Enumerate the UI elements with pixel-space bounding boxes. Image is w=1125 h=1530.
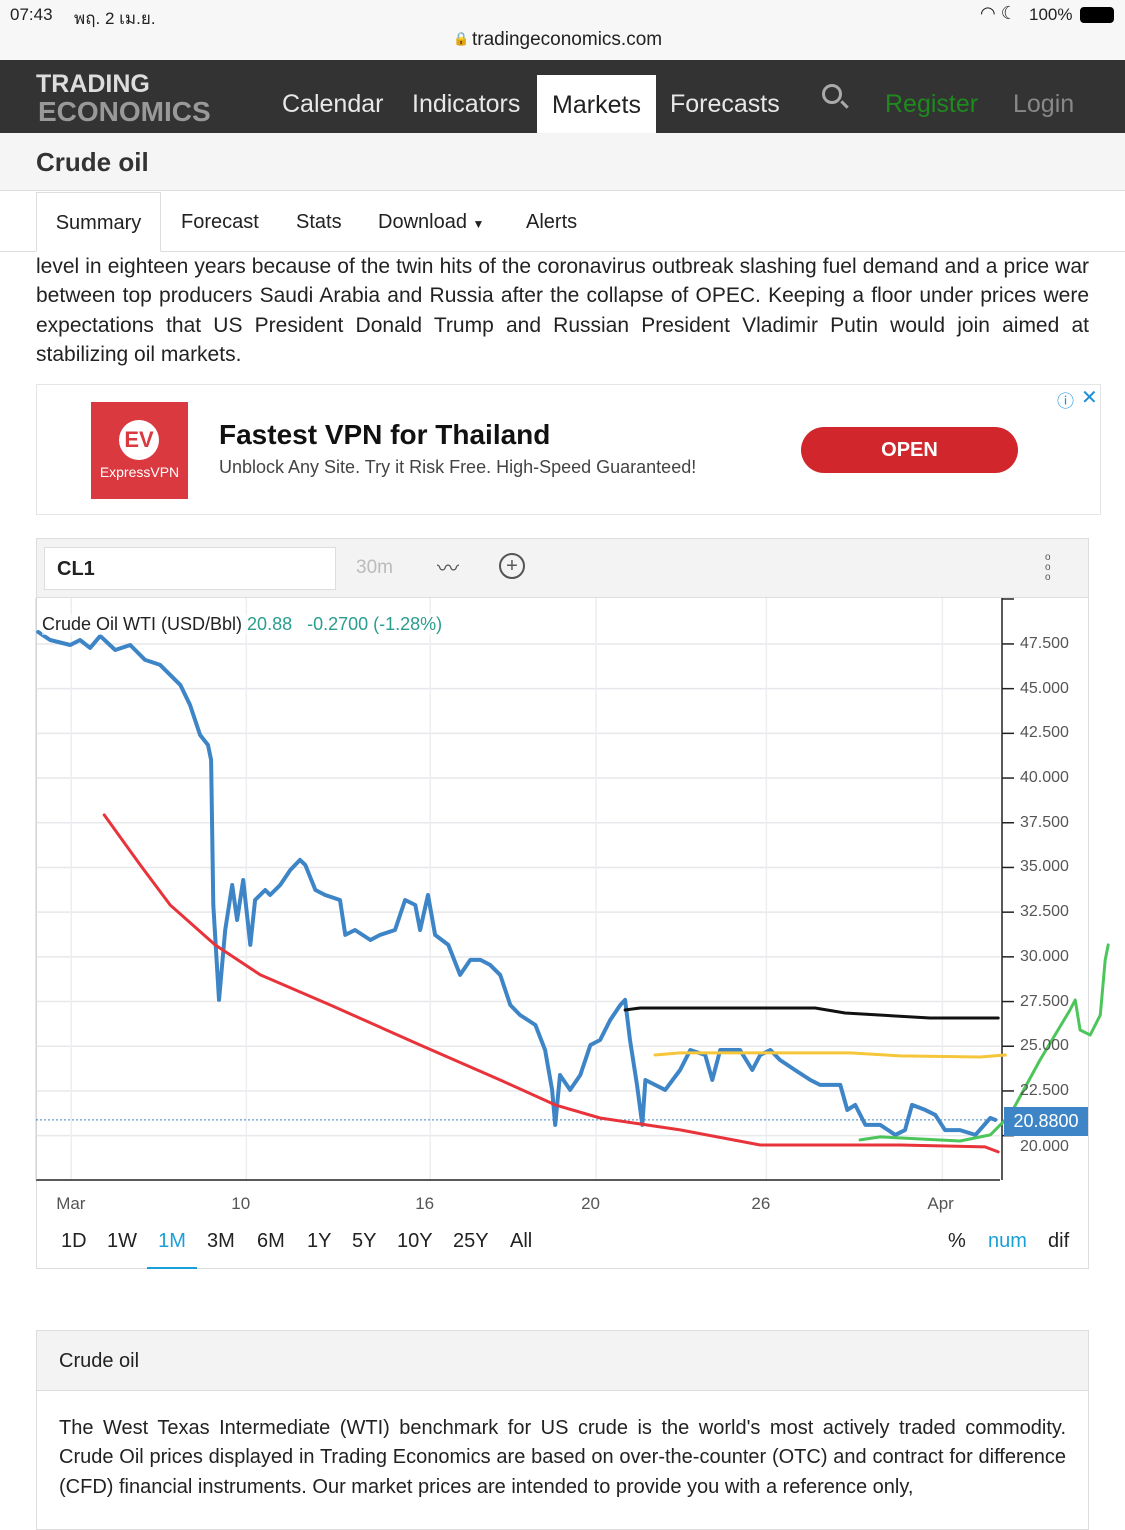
y-tick-label: 45.000 — [1020, 679, 1069, 697]
tab-summary[interactable]: Summary — [36, 192, 161, 252]
series-green-annotation — [858, 943, 1110, 1143]
legend-price: 20.88 — [247, 614, 293, 634]
status-bar: 07:43 พฤ. 2 เม.ย. ◠ ☾ 100% 🔒 tradingecon… — [0, 0, 1125, 60]
wifi-icon: ◠ ☾ — [980, 3, 1017, 23]
chart-plot[interactable] — [0, 598, 1125, 1188]
y-tick-label: 37.500 — [1020, 813, 1069, 831]
logo-economics[interactable]: ECONOMICS — [38, 96, 211, 127]
x-tick-label: 20 — [581, 1194, 601, 1213]
ad-close-icon[interactable]: ✕ — [1081, 387, 1098, 409]
y-tick-label: 22.500 — [1020, 1081, 1069, 1099]
y-tick-label: 20.000 — [1020, 1138, 1069, 1155]
ad-title[interactable]: Fastest VPN for Thailand — [219, 419, 551, 450]
tab-download-label: Download — [378, 211, 467, 233]
intro-paragraph: level in eighteen years because of the t… — [36, 255, 1089, 367]
tab-stats[interactable]: Stats — [296, 211, 342, 233]
y-tick-label: 40.000 — [1020, 769, 1069, 787]
series-red-trend — [102, 813, 1000, 1154]
legend-name: Crude Oil WTI (USD/Bbl) — [42, 614, 243, 634]
chart-type-icon[interactable]: 〰 — [437, 556, 460, 581]
caret-down-icon: ▼ — [472, 217, 485, 231]
mode-percent[interactable]: % — [948, 1230, 966, 1252]
page-title: Crude oil — [36, 147, 149, 177]
y-tick-label: 47.500 — [1020, 634, 1069, 652]
nav-calendar[interactable]: Calendar — [282, 90, 384, 118]
range-3m[interactable]: 3M — [207, 1230, 235, 1252]
url-bar[interactable]: tradingeconomics.com — [472, 29, 663, 50]
range-10y[interactable]: 10Y — [397, 1230, 433, 1252]
battery-icon — [1080, 7, 1114, 23]
nav-markets[interactable]: Markets — [537, 75, 656, 133]
range-6m[interactable]: 6M — [257, 1230, 285, 1252]
range-1m[interactable]: 1M — [147, 1230, 197, 1269]
y-tick-label: 35.000 — [1020, 858, 1069, 876]
lock-icon: 🔒 — [453, 31, 470, 46]
range-1y[interactable]: 1Y — [307, 1230, 332, 1252]
range-1w[interactable]: 1W — [107, 1230, 137, 1252]
tab-alerts[interactable]: Alerts — [526, 211, 578, 233]
range-1d[interactable]: 1D — [61, 1230, 87, 1252]
x-tick-label: 16 — [415, 1194, 435, 1213]
y-tick-label: 42.500 — [1020, 724, 1069, 742]
symbol-input[interactable]: CL1 — [44, 547, 336, 590]
section-title: Crude oil — [37, 1331, 1088, 1391]
ad-banner[interactable]: EV ExpressVPN Fastest VPN for Thailand U… — [36, 384, 1101, 515]
section-text: The West Texas Intermediate (WTI) benchm… — [59, 1417, 1066, 1498]
nav-indicators[interactable]: Indicators — [412, 90, 521, 118]
status-time: 07:43 — [10, 5, 53, 24]
x-tick-label: Mar — [56, 1194, 86, 1213]
search-icon[interactable] — [822, 84, 849, 109]
last-price-label: 20.8800 — [1004, 1107, 1088, 1136]
mode-num[interactable]: num — [988, 1230, 1027, 1252]
ad-brand: ExpressVPN — [99, 464, 180, 480]
ad-open-button[interactable]: OPEN — [801, 427, 1018, 473]
battery-percent: 100% — [1029, 5, 1073, 24]
ev-icon: EV — [119, 420, 159, 460]
y-tick-label: 25.000 — [1020, 1037, 1069, 1055]
legend-change: -0.2700 (-1.28%) — [307, 614, 443, 634]
x-tick-label: Apr — [927, 1194, 954, 1213]
y-tick-label: 27.500 — [1020, 992, 1069, 1010]
range-5y[interactable]: 5Y — [352, 1230, 377, 1252]
y-tick-label: 30.000 — [1020, 947, 1069, 965]
tab-download[interactable]: Download ▼ — [378, 192, 484, 252]
y-tick-label: 32.500 — [1020, 903, 1069, 921]
ad-subtitle: Unblock Any Site. Try it Risk Free. High… — [219, 457, 697, 477]
interval-select[interactable]: 30m — [356, 557, 393, 578]
ad-info-icon[interactable]: ⓘ — [1057, 392, 1074, 411]
range-all[interactable]: All — [510, 1230, 533, 1252]
title-bar: Crude oil — [0, 133, 1125, 191]
description-section: Crude oil The West Texas Intermediate (W… — [36, 1330, 1089, 1530]
tab-forecast[interactable]: Forecast — [181, 211, 259, 233]
range-25y[interactable]: 25Y — [453, 1230, 489, 1252]
nav-forecasts[interactable]: Forecasts — [670, 90, 780, 118]
add-indicator-icon[interactable]: + — [499, 553, 525, 579]
series-yellow-line — [653, 1051, 1007, 1059]
mode-dif[interactable]: dif — [1048, 1230, 1070, 1252]
x-tick-label: 26 — [751, 1194, 771, 1213]
x-tick-label: 10 — [231, 1194, 251, 1213]
chart-svg — [35, 598, 1110, 1181]
status-date: พฤ. 2 เม.ย. — [74, 9, 156, 28]
register-link[interactable]: Register — [885, 90, 979, 118]
login-link[interactable]: Login — [1013, 90, 1075, 118]
logo-trading[interactable]: TRADING — [36, 70, 150, 98]
series-price — [36, 630, 998, 1137]
expressvpn-logo: EV ExpressVPN — [91, 402, 188, 499]
chart-legend: Crude Oil WTI (USD/Bbl) 20.88 -0.2700 (-… — [42, 614, 443, 635]
series-black-line — [623, 1006, 1000, 1020]
